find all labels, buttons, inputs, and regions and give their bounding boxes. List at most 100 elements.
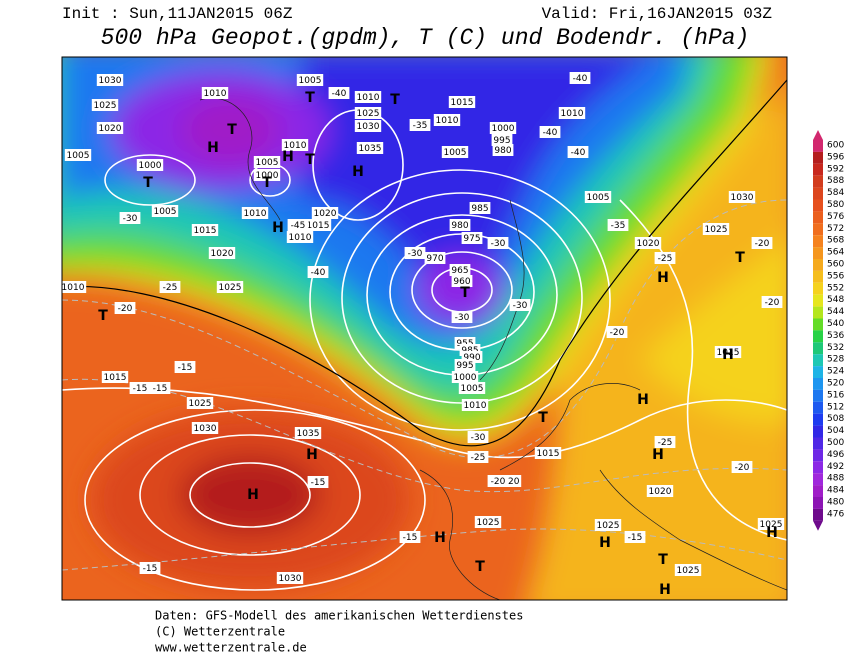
temperature-label-box — [129, 382, 151, 394]
temperature-label-box — [751, 237, 773, 249]
pressure-center: H — [306, 447, 318, 463]
isobar-label-box — [714, 346, 742, 358]
temperature-label-box — [654, 252, 676, 264]
isobar-label-box — [276, 572, 304, 584]
isobar-label: 1025 — [760, 520, 783, 530]
legend-value: 552 — [827, 283, 844, 293]
isobar-label-box — [356, 142, 384, 154]
legend-swatch — [813, 389, 823, 402]
legend-value: 596 — [827, 152, 844, 162]
isobar-label: 990 — [463, 353, 480, 363]
isobar-label: 1010 — [289, 233, 312, 243]
legend-swatch — [813, 223, 823, 236]
isobar-label: 970 — [426, 254, 443, 264]
legend-swatch — [813, 401, 823, 414]
isobar-label: 1015 — [537, 449, 560, 459]
legend-swatch — [813, 294, 823, 307]
pressure-center: T — [460, 285, 470, 301]
pressure-center: T — [390, 92, 400, 108]
legend-value: 568 — [827, 236, 844, 246]
isobar-label: 1015 — [307, 221, 330, 231]
isobar-label-box — [294, 427, 322, 439]
isobar-label-box — [558, 107, 586, 119]
isobar-label-box — [449, 219, 471, 231]
temperature-label: -25 — [658, 254, 673, 264]
isobar-label-box — [584, 191, 612, 203]
temperature-label: -30 — [408, 249, 423, 259]
isobar-label-box — [281, 139, 309, 151]
legend-value: 528 — [827, 355, 844, 365]
temperature-label-box — [487, 475, 509, 487]
legend-value: 548 — [827, 295, 844, 305]
isobar-label: 1015 — [104, 373, 127, 383]
temperature-label: -40 — [543, 128, 558, 138]
isobar-label: 1030 — [279, 574, 302, 584]
isobar-label-box — [64, 149, 92, 161]
legend-swatch — [813, 342, 823, 355]
isobar-label-box — [461, 399, 489, 411]
isobar-label-box — [354, 91, 382, 103]
temperature-label-box — [149, 382, 171, 394]
isobar-label-box — [62, 281, 87, 293]
temperature-label-box — [119, 212, 141, 224]
isobar-label: 1030 — [357, 122, 380, 132]
legend-swatch — [813, 366, 823, 378]
legend-value: 484 — [827, 486, 844, 496]
isobar-label-box — [208, 247, 236, 259]
isobar-label-box — [449, 264, 471, 276]
isobar-label: 1005 — [67, 151, 90, 161]
legend-swatch — [813, 318, 823, 331]
isobar-label-box — [304, 219, 332, 231]
isobar-label-box — [191, 224, 219, 236]
temperature-label: -30 — [123, 214, 138, 224]
pressure-center: T — [475, 559, 485, 575]
isobar-label: 965 — [451, 266, 468, 276]
temperature-label-box — [761, 296, 783, 308]
isobar-label: 1005 — [444, 148, 467, 158]
temperature-label-box — [467, 431, 489, 443]
pressure-center: H — [722, 347, 734, 363]
isobar-label: 995 — [456, 361, 473, 371]
isobar-label: 1010 — [464, 401, 487, 411]
temperature-label-box — [399, 531, 421, 543]
isobar-label: 960 — [453, 277, 470, 287]
legend-swatch — [813, 140, 823, 152]
isobar-label-box — [186, 397, 214, 409]
init-time: Init : Sun,11JAN2015 06Z — [62, 5, 293, 23]
isobar-label-box — [433, 114, 461, 126]
temperature-label-box — [307, 476, 329, 488]
isobar-label-box — [424, 252, 446, 264]
map-field: 1030102510201005101010001005100510101025… — [62, 57, 787, 600]
temperature-label: -20 — [755, 239, 770, 249]
isobar-label: 1015 — [451, 98, 474, 108]
temperature-label-box — [509, 299, 531, 311]
legend-swatch — [813, 508, 823, 521]
isobar-label-box — [253, 169, 281, 181]
temperature-label: -20 — [735, 463, 750, 473]
legend-swatch — [813, 259, 823, 271]
legend-swatch — [813, 497, 823, 509]
legend-value: 600 — [827, 141, 844, 151]
pressure-center: H — [766, 525, 778, 541]
isobar-label: 1005 — [461, 384, 484, 394]
temperature-label-box — [606, 326, 628, 338]
isobar-label: 1020 — [314, 209, 337, 219]
isobar-label: 975 — [463, 234, 480, 244]
pressure-center: T — [227, 122, 237, 138]
isobar-label-box — [241, 207, 269, 219]
isobar-label: 1035 — [359, 144, 382, 154]
temperature-label-box — [159, 281, 181, 293]
pressure-center: H — [659, 582, 671, 598]
temperature-label: -15 — [133, 384, 148, 394]
legend-arrow-bottom — [813, 520, 823, 531]
isobar-label: 980 — [451, 221, 468, 231]
isobar-label-box — [216, 281, 244, 293]
isobar-label-box — [286, 231, 314, 243]
isobar-label-box — [296, 74, 324, 86]
isobar-label: 1020 — [649, 487, 672, 497]
isobar-label: 1025 — [677, 566, 700, 576]
isobar-label-box — [354, 120, 382, 132]
legend-swatch — [813, 282, 823, 295]
legend-swatch — [813, 378, 823, 390]
